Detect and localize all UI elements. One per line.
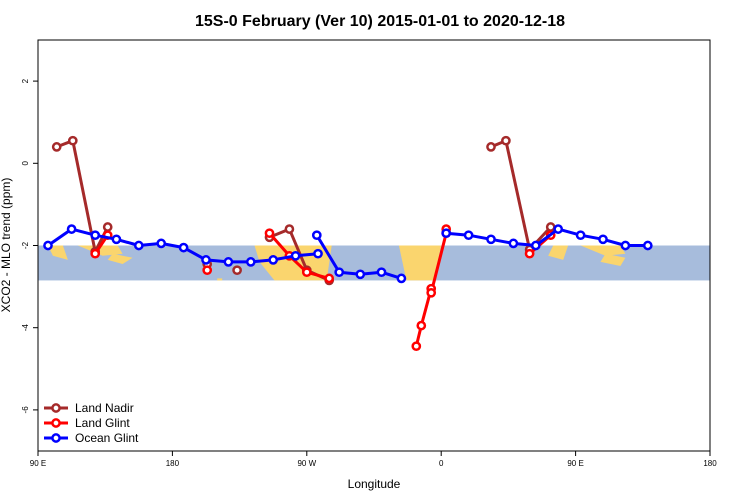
data-point <box>463 230 474 241</box>
data-point <box>311 230 322 241</box>
data-point <box>486 234 496 245</box>
data-point <box>598 234 608 245</box>
land-patch <box>77 245 123 256</box>
data-point <box>178 242 189 253</box>
data-point <box>156 238 167 249</box>
data-point <box>376 267 387 278</box>
land-patch <box>600 253 626 266</box>
data-point <box>334 267 345 278</box>
data-point <box>301 267 312 278</box>
legend-item: Land Glint <box>44 416 130 430</box>
data-point <box>411 341 422 352</box>
data-point <box>290 250 301 261</box>
data-point <box>90 230 101 241</box>
data-point <box>51 142 62 152</box>
land-patch <box>48 245 68 260</box>
x-tick-label: 90 E <box>30 459 46 468</box>
data-point <box>90 248 101 259</box>
land-patch <box>107 253 133 264</box>
data-point <box>313 248 323 259</box>
data-point <box>441 228 452 239</box>
data-point <box>111 234 122 245</box>
series-ocean-glint <box>43 224 653 284</box>
legend-item: Land Nadir <box>44 401 134 415</box>
data-point <box>620 240 631 251</box>
data-point <box>530 240 541 251</box>
series-line <box>446 227 648 247</box>
data-point <box>67 135 78 146</box>
data-point <box>268 255 279 265</box>
y-tick-label: -4 <box>21 324 30 332</box>
data-point <box>396 273 407 284</box>
land-patch <box>580 245 626 256</box>
chart-title: 15S-0 February (Ver 10) 2015-01-01 to 20… <box>195 13 565 30</box>
data-point <box>553 224 564 234</box>
data-point <box>133 240 144 251</box>
data-point <box>642 240 653 251</box>
y-axis: 2 0 -2 -4 -6 <box>21 78 38 413</box>
data-point <box>355 269 366 280</box>
x-tick-label: 90 W <box>297 459 316 468</box>
data-point <box>324 273 335 284</box>
data-point <box>486 142 496 152</box>
data-point <box>501 135 511 146</box>
y-axis-title: XCO2 - MLO trend (ppm) <box>0 178 13 313</box>
series-line <box>56 139 110 254</box>
data-point <box>245 257 256 267</box>
series-line <box>490 139 552 252</box>
legend-label: Ocean Glint <box>75 431 139 445</box>
series-line <box>268 232 330 280</box>
y-tick-label: -6 <box>21 406 30 414</box>
data-point <box>508 238 519 249</box>
series-land-glint <box>90 224 556 352</box>
legend-marker <box>51 403 61 413</box>
y-tick-label: -2 <box>21 241 30 249</box>
legend-marker <box>51 433 61 443</box>
data-point <box>102 222 113 232</box>
x-axis: 90 E 180 90 W 0 90 E 180 <box>30 451 717 468</box>
land-patch <box>548 245 569 260</box>
legend-label: Land Nadir <box>75 401 134 415</box>
legend-label: Land Glint <box>75 416 130 430</box>
plot-background <box>38 245 710 281</box>
legend-item: Ocean Glint <box>44 431 139 445</box>
data-point <box>202 265 213 276</box>
land-patch <box>217 278 223 281</box>
data-point <box>284 224 295 234</box>
data-point <box>201 255 211 265</box>
x-tick-label: 180 <box>166 459 180 468</box>
x-tick-label: 90 E <box>567 459 583 468</box>
data-point <box>416 320 427 331</box>
data-point <box>524 248 535 259</box>
data-point <box>66 224 77 234</box>
y-tick-label: 2 <box>21 78 30 83</box>
x-tick-label: 0 <box>439 459 444 468</box>
series-layer <box>43 135 653 352</box>
x-tick-label: 180 <box>703 459 717 468</box>
y-tick-label: 0 <box>21 161 30 166</box>
data-point <box>223 257 234 267</box>
legend-marker <box>51 418 61 428</box>
data-point <box>264 228 275 239</box>
data-point <box>43 240 53 251</box>
data-point <box>545 222 556 232</box>
land-patch <box>398 245 442 281</box>
data-point <box>232 265 242 276</box>
x-axis-title: Longitude <box>348 477 401 491</box>
data-point <box>426 287 437 298</box>
data-point <box>575 230 586 241</box>
